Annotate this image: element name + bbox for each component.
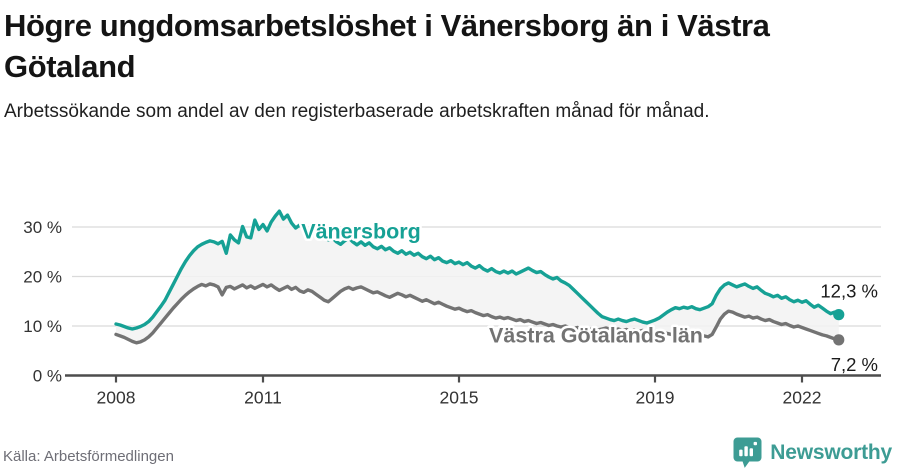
x-tick-label: 2011 (244, 388, 282, 408)
y-tick-label: 30 % (23, 218, 62, 237)
end-value-label: 7,2 % (831, 354, 878, 375)
page-subtitle: Arbetssökande som andel av den registerb… (4, 100, 710, 122)
x-tick-label: 2019 (636, 388, 675, 408)
x-tick-label: 2015 (440, 388, 479, 408)
source-text: Källa: Arbetsförmedlingen (3, 448, 174, 465)
brand-name: Newsworthy (770, 441, 892, 464)
series-line-vastra-gotaland (114, 282, 841, 345)
chart-area: 2008 2011 2015 2019 2022 0 % 10 % 20 % 30 % Väner… (0, 190, 900, 430)
footer: Källa: Arbetsförmedlingen Newsworthy (0, 434, 900, 474)
y-tick-label: 20 % (23, 268, 62, 287)
end-value-label: 12,3 % (820, 281, 878, 302)
chart-header: Högre ungdomsarbetslöshet i Vänersborg ä… (4, 6, 890, 126)
series-line-vanersborg (114, 209, 841, 331)
y-tick-label: 0 % (33, 367, 62, 386)
series-label: Västra Götalands län (489, 324, 703, 348)
x-tick-label: 2022 (783, 388, 822, 408)
series-label: Vänersborg (301, 220, 420, 244)
newsworthy-brand-link[interactable]: Newsworthy (733, 437, 892, 469)
newsworthy-logo-icon (733, 437, 762, 468)
series-end-dot (833, 334, 845, 346)
area-between-series (116, 211, 839, 343)
unemployment-line-chart: 2008 2011 2015 2019 2022 0 % 10 % 20 % 30 % Väner… (23, 209, 881, 408)
x-tick-label: 2008 (97, 388, 136, 408)
y-tick-label: 10 % (23, 317, 62, 336)
page-title: Högre ungdomsarbetslöshet i Vänersborg ä… (4, 8, 770, 84)
series-end-dot (833, 309, 845, 321)
